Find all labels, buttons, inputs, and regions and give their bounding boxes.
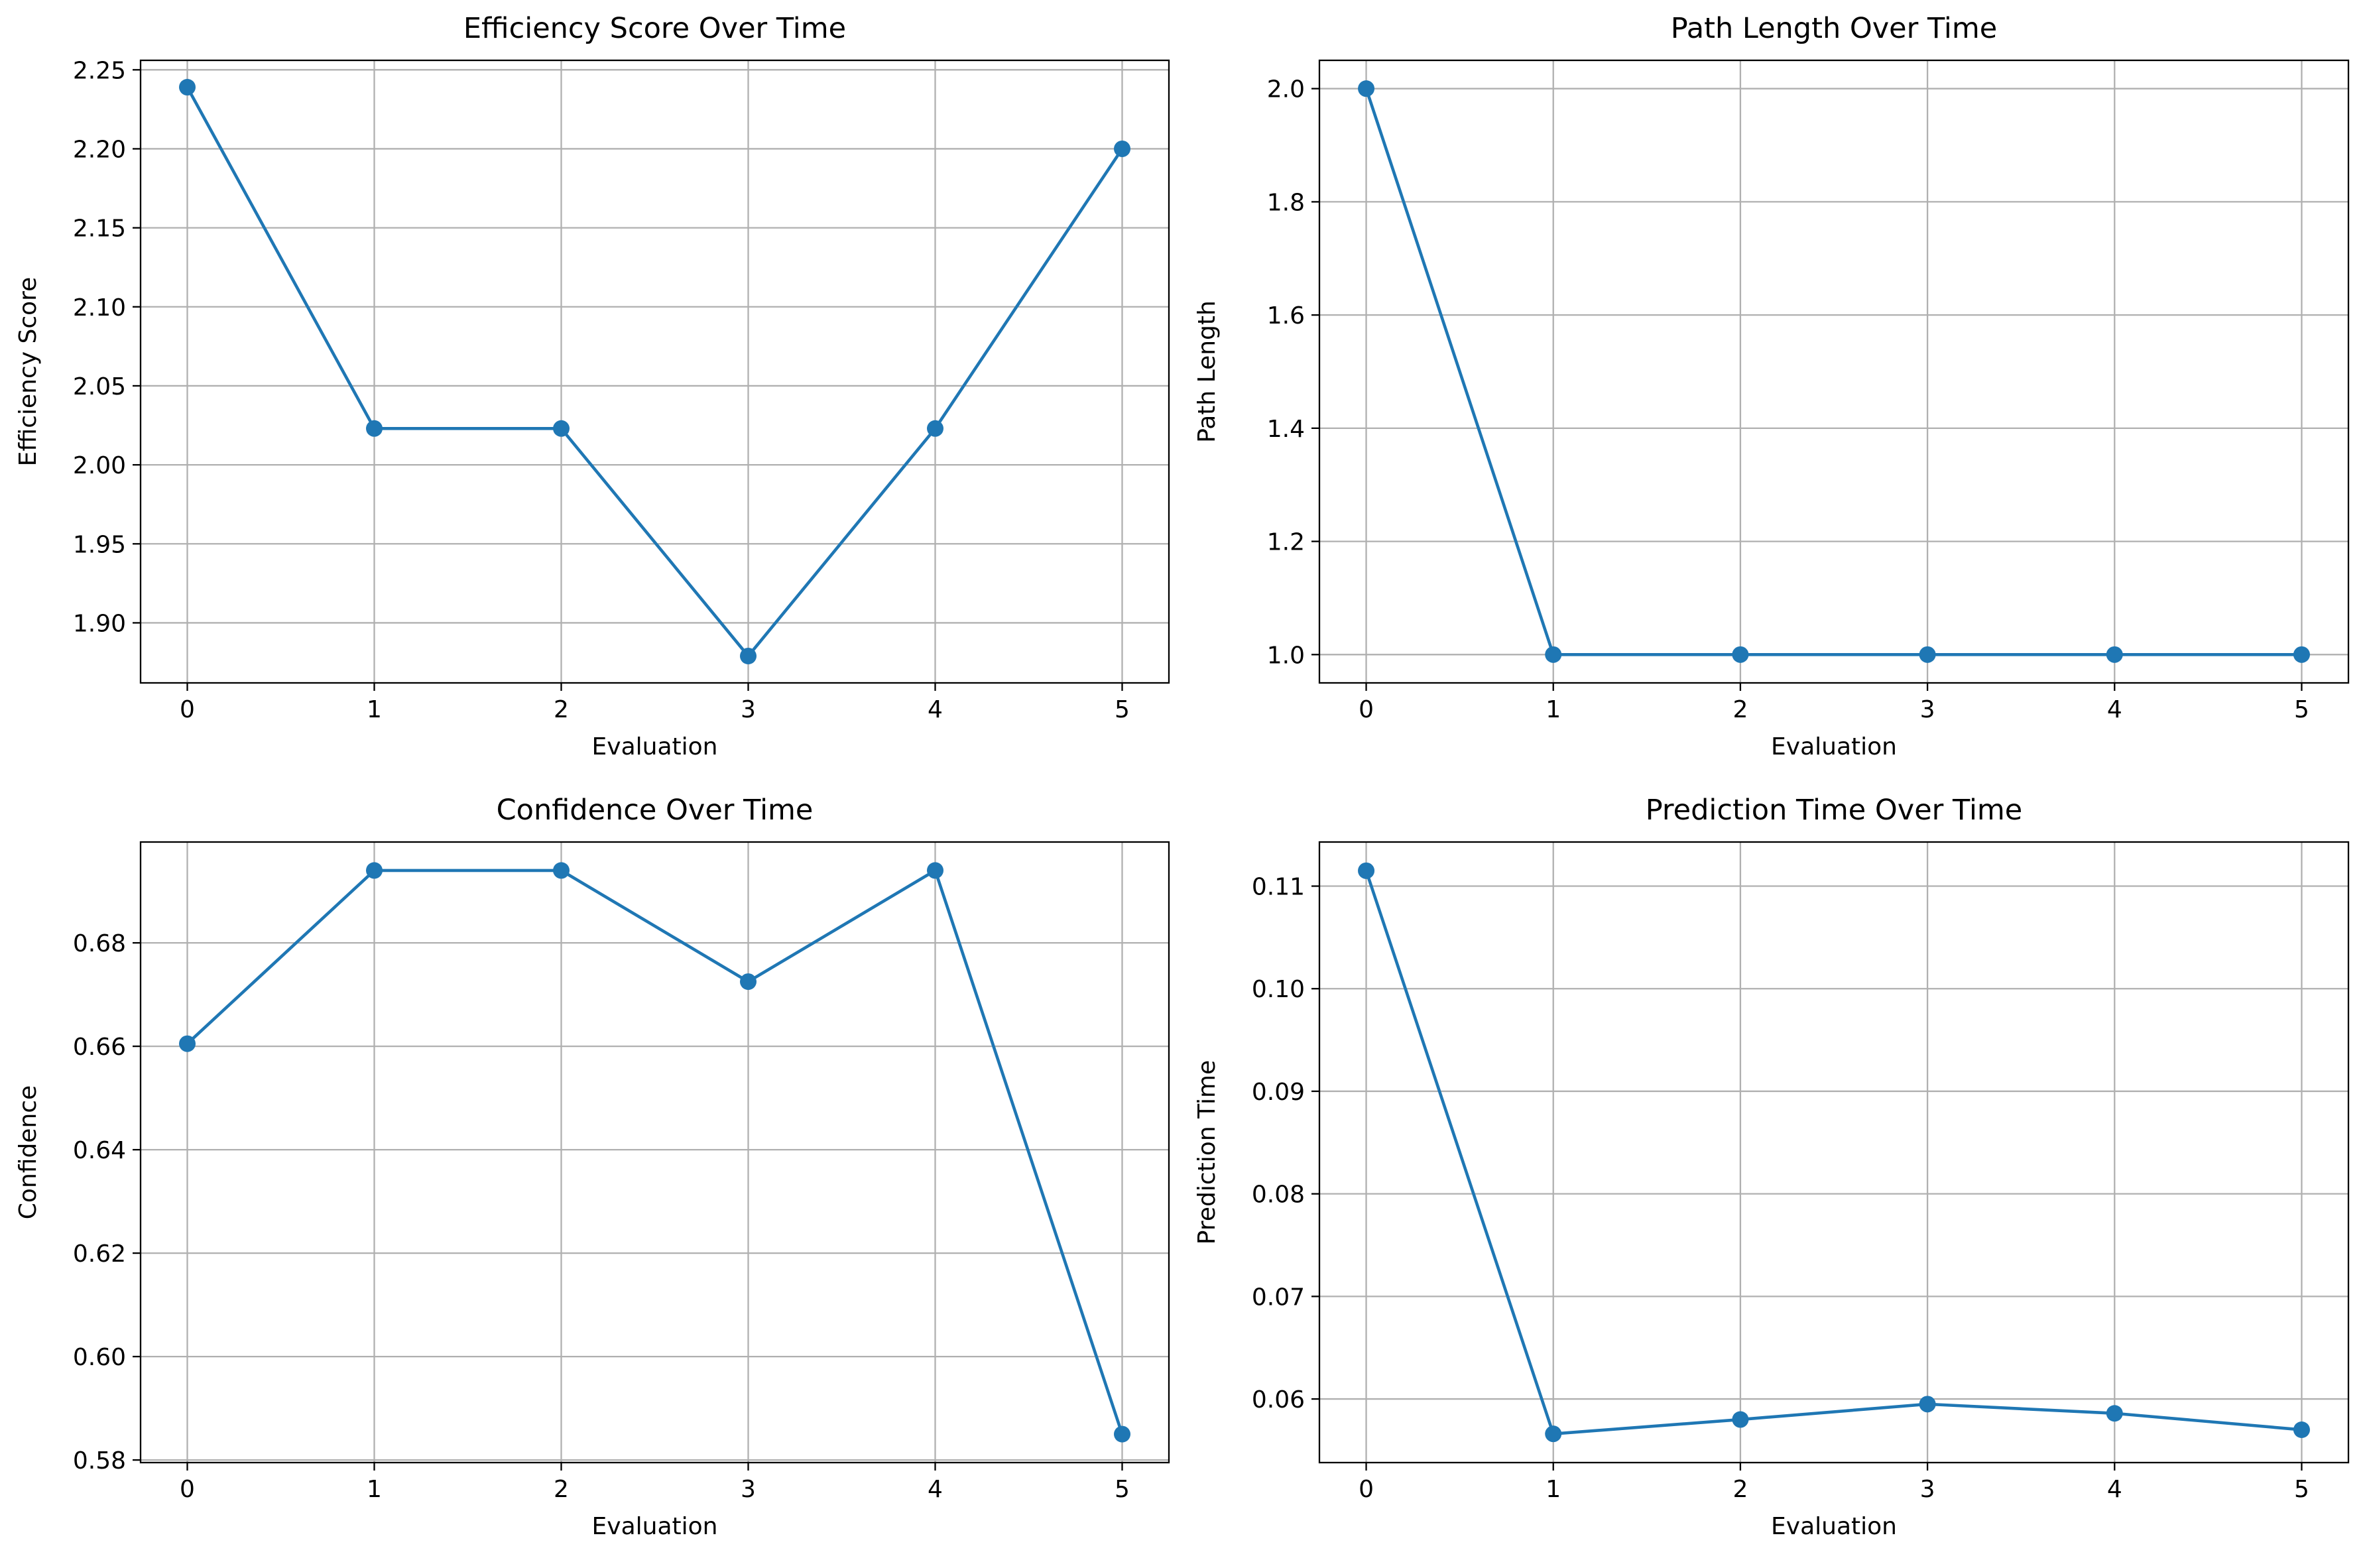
x-axis-label: Evaluation	[1771, 733, 1897, 760]
chart-panel-2: 0 1 2 3 4 5 1.0 1.2 1.4 1.6 1.8 2.0 Path Length Over…	[1193, 12, 2350, 760]
y-tick-label: 0.68	[73, 930, 126, 957]
data-point	[366, 420, 383, 437]
y-tick-label: 0.58	[73, 1447, 126, 1475]
x-tick-label: 0	[1359, 696, 1374, 723]
y-tick-label: 1.2	[1267, 529, 1305, 556]
y-tick-label: 2.20	[73, 136, 126, 163]
axes-frame	[1318, 59, 2350, 684]
data-point	[1732, 646, 1749, 663]
x-tick-label: 2	[554, 1476, 569, 1503]
y-tick-label: 2.15	[73, 215, 126, 243]
y-tick-label: 0.11	[1252, 874, 1305, 901]
x-tick-label: 5	[2294, 1476, 2309, 1503]
y-tick-label: 0.07	[1252, 1284, 1305, 1311]
data-point	[1732, 1411, 1749, 1428]
x-tick-label: 1	[367, 1476, 382, 1503]
data-point	[1114, 140, 1130, 157]
y-tick-label: 2.0	[1267, 76, 1305, 103]
x-tick-label: 4	[928, 1476, 943, 1503]
chart-panel-1: 0 1 2 3 4 5 1.90 1.95 2.00 2.05 2.10 2.15 2.20 2.25 Ef…	[15, 12, 1170, 760]
data-point	[1545, 646, 1562, 663]
x-tick-label: 2	[1732, 696, 1748, 723]
data-point	[1114, 1425, 1130, 1443]
x-tick-label: 4	[928, 696, 943, 723]
y-tick-label: 0.09	[1252, 1079, 1305, 1106]
axes-frame	[1318, 841, 2350, 1464]
axes-frame	[139, 841, 1170, 1464]
x-tick-label: 5	[2294, 696, 2309, 723]
data-point	[1919, 1396, 1936, 1413]
data-point	[2293, 646, 2310, 663]
y-tick-label: 0.06	[1252, 1386, 1305, 1414]
data-point	[1545, 1425, 1562, 1443]
data-point	[553, 420, 570, 437]
chart-panel-4: 0 1 2 3 4 5 0.06 0.07 0.08 0.09 0.10 0.11 Prediction…	[1193, 794, 2350, 1540]
series-line	[185, 85, 1124, 658]
y-tick-label: 0.66	[73, 1034, 126, 1061]
chart-title: Prediction Time Over Time	[1646, 794, 2023, 827]
series-line	[185, 869, 1124, 1437]
x-tick-label: 3	[741, 1476, 756, 1503]
chart-title: Path Length Over Time	[1671, 12, 1997, 45]
data-point	[927, 862, 943, 879]
x-axis-label: Evaluation	[592, 733, 718, 760]
y-tick-label: 0.64	[73, 1137, 126, 1164]
data-point	[2293, 1421, 2310, 1438]
data-point	[1358, 80, 1375, 97]
y-tick-label: 0.62	[73, 1240, 126, 1268]
data-point	[179, 79, 196, 96]
y-tick-label: 1.90	[73, 610, 126, 637]
y-tick-label: 1.8	[1267, 189, 1305, 216]
x-tick-label: 4	[2107, 1476, 2122, 1503]
x-tick-label: 3	[741, 696, 756, 723]
data-point	[179, 1035, 196, 1052]
y-tick-label: 2.25	[73, 57, 126, 84]
x-tick-label: 4	[2107, 696, 2122, 723]
series-line	[1364, 86, 2303, 656]
y-tick-label: 0.08	[1252, 1181, 1305, 1209]
axes-frame	[139, 59, 1170, 684]
y-tick-label: 1.95	[73, 531, 126, 558]
y-axis-label: Efficiency Score	[15, 277, 42, 467]
x-tick-label: 0	[1359, 1476, 1374, 1503]
x-axis-label: Evaluation	[1771, 1513, 1897, 1540]
chart-title: Efficiency Score Over Time	[463, 12, 846, 45]
data-point	[740, 973, 757, 991]
data-point	[2106, 1405, 2123, 1422]
series-line	[1364, 869, 2303, 1435]
data-point	[927, 420, 943, 437]
x-tick-label: 0	[180, 1476, 195, 1503]
y-tick-label: 2.10	[73, 294, 126, 322]
x-tick-label: 1	[1546, 1476, 1561, 1503]
x-tick-label: 2	[1732, 1476, 1748, 1503]
y-tick-label: 1.0	[1267, 642, 1305, 669]
x-axis-label: Evaluation	[592, 1513, 718, 1540]
data-point	[553, 862, 570, 879]
x-tick-label: 1	[367, 696, 382, 723]
y-tick-label: 2.00	[73, 452, 126, 479]
data-point	[740, 647, 757, 664]
y-axis-label: Path Length	[1193, 300, 1221, 443]
x-tick-label: 3	[1920, 1476, 1935, 1503]
y-tick-label: 1.6	[1267, 302, 1305, 330]
y-tick-label: 0.10	[1252, 976, 1305, 1003]
x-tick-label: 0	[180, 696, 195, 723]
y-tick-label: 2.05	[73, 373, 126, 400]
data-point	[1919, 646, 1936, 663]
chart-title: Confidence Over Time	[497, 794, 814, 827]
x-tick-label: 5	[1115, 1476, 1130, 1503]
y-axis-label: Prediction Time	[1193, 1060, 1221, 1244]
x-tick-label: 3	[1920, 696, 1935, 723]
chart-panel-3: 0 1 2 3 4 5 0.58 0.60 0.62 0.64 0.66 0.68 Confidence…	[15, 794, 1170, 1540]
data-point	[2106, 646, 2123, 663]
y-tick-label: 0.60	[73, 1344, 126, 1371]
x-tick-label: 2	[554, 696, 569, 723]
data-point	[1358, 862, 1375, 879]
x-tick-label: 1	[1546, 696, 1561, 723]
y-axis-label: Confidence	[15, 1085, 42, 1219]
data-point	[366, 862, 383, 879]
y-tick-label: 1.4	[1267, 416, 1305, 443]
x-tick-label: 5	[1115, 696, 1130, 723]
